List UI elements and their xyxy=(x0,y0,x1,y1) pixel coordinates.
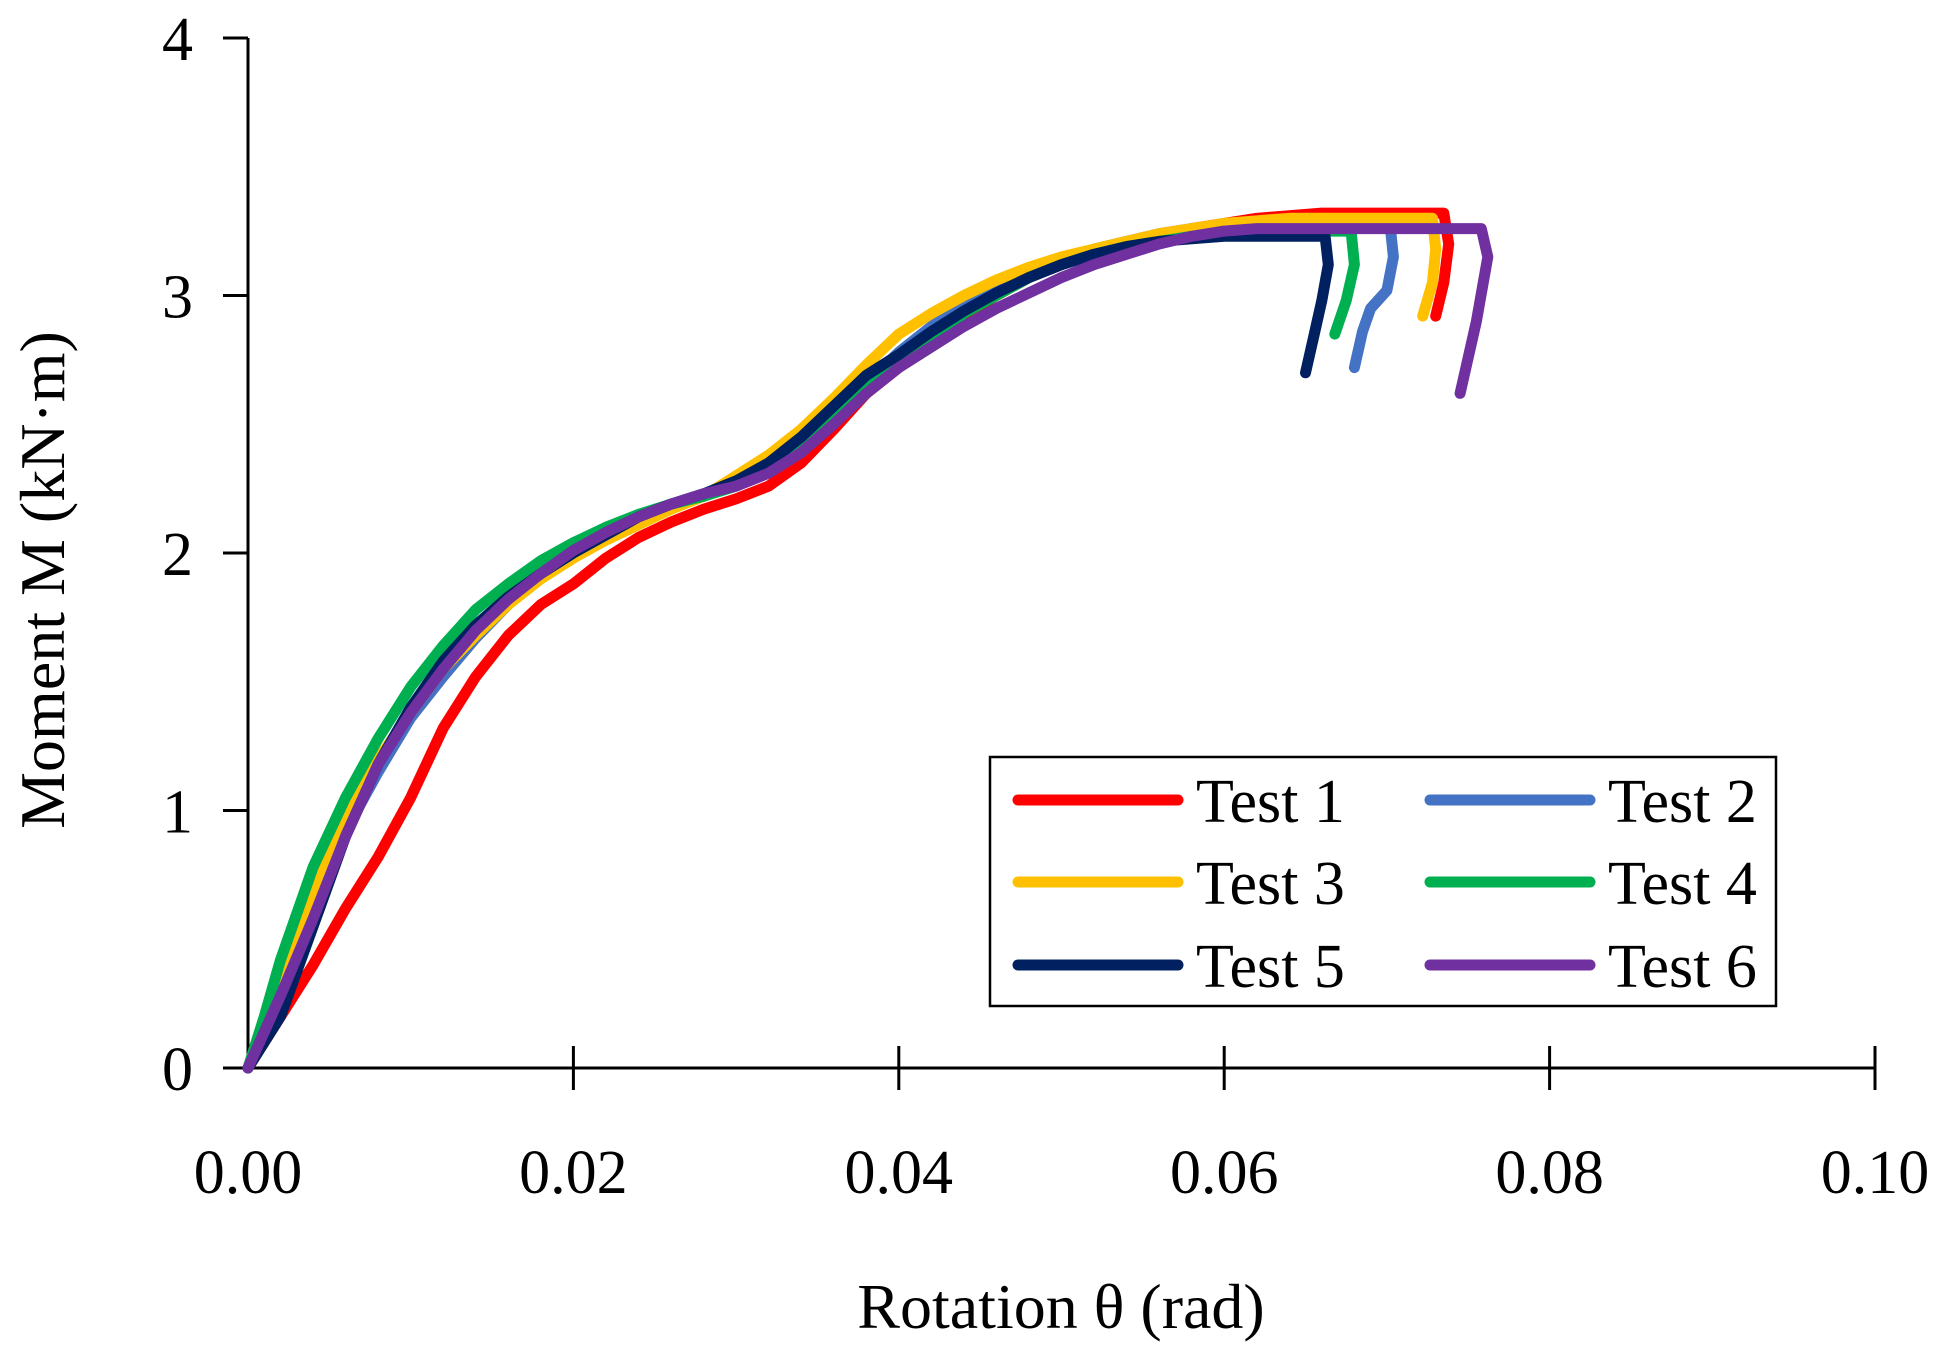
y-tick-label: 0 xyxy=(162,1036,193,1104)
series-line-test-6 xyxy=(242,223,1494,1074)
x-axis-title: Rotation θ (rad) xyxy=(857,1271,1264,1342)
legend-label-test-5: Test 5 xyxy=(1196,933,1345,1001)
series-lines xyxy=(242,207,1494,1074)
ticks: 0 1 2 3 4 0.00 0.02 0.04 0.06 0.08 0.10 xyxy=(162,6,1929,1207)
x-tick-label: 0.02 xyxy=(519,1139,628,1207)
x-tick-label: 0.06 xyxy=(1170,1139,1279,1207)
y-tick-label: 1 xyxy=(162,779,193,847)
x-tick-label: 0.00 xyxy=(194,1139,303,1207)
legend-label-test-6: Test 6 xyxy=(1608,933,1757,1001)
x-tick-label: 0.10 xyxy=(1821,1139,1930,1207)
x-tick-label: 0.08 xyxy=(1495,1139,1604,1207)
legend-label-test-1: Test 1 xyxy=(1196,768,1345,836)
legend: Test 1 Test 2 Test 3 Test 4 Test 5 Test 6 xyxy=(988,755,1778,1008)
y-tick-label: 3 xyxy=(162,264,193,332)
y-tick-label: 4 xyxy=(162,6,193,74)
y-tick-label: 2 xyxy=(162,521,193,589)
legend-label-test-4: Test 4 xyxy=(1608,850,1757,918)
legend-label-test-2: Test 2 xyxy=(1608,768,1757,836)
y-axis-title: Moment M (kN·m) xyxy=(7,331,78,829)
x-tick-label: 0.04 xyxy=(845,1139,954,1207)
legend-label-test-3: Test 3 xyxy=(1196,850,1345,918)
